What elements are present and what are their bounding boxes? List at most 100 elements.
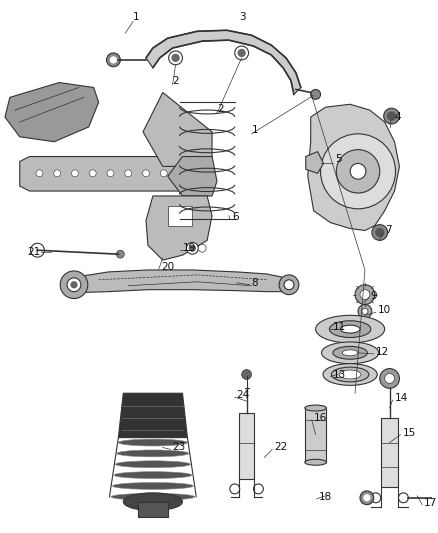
Ellipse shape bbox=[332, 367, 369, 382]
Text: 1: 1 bbox=[251, 125, 258, 135]
Circle shape bbox=[284, 280, 294, 289]
Circle shape bbox=[172, 54, 179, 61]
Circle shape bbox=[189, 245, 195, 251]
Circle shape bbox=[230, 484, 240, 494]
Bar bbox=[239, 413, 254, 479]
Circle shape bbox=[125, 170, 132, 177]
Circle shape bbox=[358, 304, 372, 318]
Circle shape bbox=[388, 112, 396, 120]
Text: 12: 12 bbox=[376, 347, 389, 357]
Ellipse shape bbox=[305, 405, 326, 411]
Circle shape bbox=[385, 374, 395, 383]
Circle shape bbox=[110, 57, 117, 63]
Circle shape bbox=[311, 90, 321, 99]
Ellipse shape bbox=[321, 342, 379, 364]
Ellipse shape bbox=[333, 346, 367, 359]
Ellipse shape bbox=[316, 316, 385, 343]
Text: 20: 20 bbox=[161, 262, 174, 272]
Circle shape bbox=[380, 369, 399, 389]
Text: 2: 2 bbox=[217, 104, 224, 114]
Ellipse shape bbox=[111, 494, 195, 500]
Bar bbox=[168, 206, 192, 225]
Ellipse shape bbox=[114, 472, 192, 479]
Text: 23: 23 bbox=[173, 442, 186, 453]
Circle shape bbox=[71, 170, 78, 177]
Polygon shape bbox=[306, 151, 324, 173]
Ellipse shape bbox=[323, 364, 377, 385]
Circle shape bbox=[67, 278, 81, 292]
Text: 24: 24 bbox=[237, 390, 250, 400]
Circle shape bbox=[117, 250, 124, 258]
Circle shape bbox=[321, 134, 396, 209]
Ellipse shape bbox=[115, 461, 191, 468]
Ellipse shape bbox=[118, 439, 187, 446]
Ellipse shape bbox=[117, 450, 189, 457]
Text: 6: 6 bbox=[232, 212, 238, 222]
Text: 4: 4 bbox=[395, 112, 401, 122]
Text: 8: 8 bbox=[251, 278, 258, 288]
Circle shape bbox=[89, 170, 96, 177]
Circle shape bbox=[242, 369, 251, 379]
Circle shape bbox=[372, 224, 388, 240]
Ellipse shape bbox=[339, 370, 361, 379]
Circle shape bbox=[142, 170, 149, 177]
Circle shape bbox=[60, 271, 88, 298]
Polygon shape bbox=[146, 30, 301, 94]
Text: 11: 11 bbox=[332, 322, 346, 332]
Text: 16: 16 bbox=[314, 413, 327, 423]
Text: 19: 19 bbox=[183, 243, 196, 253]
Circle shape bbox=[362, 309, 368, 314]
Circle shape bbox=[169, 51, 183, 65]
Polygon shape bbox=[308, 104, 399, 230]
Ellipse shape bbox=[340, 325, 360, 333]
Polygon shape bbox=[143, 92, 212, 166]
Circle shape bbox=[336, 150, 380, 193]
Ellipse shape bbox=[113, 482, 193, 489]
Circle shape bbox=[71, 282, 77, 288]
Circle shape bbox=[254, 484, 263, 494]
Circle shape bbox=[107, 170, 114, 177]
Circle shape bbox=[238, 50, 245, 56]
Circle shape bbox=[187, 243, 198, 254]
Circle shape bbox=[384, 108, 399, 124]
Circle shape bbox=[360, 491, 374, 505]
Polygon shape bbox=[20, 157, 212, 191]
Polygon shape bbox=[5, 83, 99, 142]
Polygon shape bbox=[77, 270, 289, 293]
Text: 17: 17 bbox=[424, 498, 438, 508]
Circle shape bbox=[376, 229, 384, 237]
Polygon shape bbox=[146, 196, 212, 260]
Text: 13: 13 bbox=[332, 369, 346, 379]
Circle shape bbox=[350, 164, 366, 179]
Text: 21: 21 bbox=[28, 247, 41, 257]
Text: 7: 7 bbox=[385, 225, 391, 236]
Bar bbox=[138, 502, 168, 516]
Circle shape bbox=[36, 170, 43, 177]
Text: 5: 5 bbox=[336, 155, 342, 165]
Circle shape bbox=[54, 170, 60, 177]
Bar bbox=[381, 418, 399, 487]
Text: 18: 18 bbox=[318, 492, 332, 502]
Ellipse shape bbox=[342, 350, 358, 356]
Polygon shape bbox=[168, 157, 217, 196]
Circle shape bbox=[160, 170, 167, 177]
Circle shape bbox=[198, 244, 206, 252]
Text: 10: 10 bbox=[378, 305, 391, 316]
Circle shape bbox=[355, 285, 375, 304]
Circle shape bbox=[31, 244, 44, 257]
Ellipse shape bbox=[123, 493, 183, 511]
Circle shape bbox=[399, 493, 408, 503]
Circle shape bbox=[279, 275, 299, 295]
Text: 15: 15 bbox=[403, 427, 416, 438]
Circle shape bbox=[360, 289, 370, 300]
Text: 22: 22 bbox=[274, 442, 287, 453]
Text: 3: 3 bbox=[239, 12, 245, 22]
Text: 2: 2 bbox=[173, 76, 179, 86]
Polygon shape bbox=[118, 393, 187, 438]
Text: 1: 1 bbox=[133, 12, 140, 22]
Bar bbox=[305, 408, 326, 462]
Ellipse shape bbox=[305, 459, 326, 465]
Text: 14: 14 bbox=[395, 393, 408, 403]
Circle shape bbox=[364, 495, 370, 500]
Circle shape bbox=[106, 53, 120, 67]
